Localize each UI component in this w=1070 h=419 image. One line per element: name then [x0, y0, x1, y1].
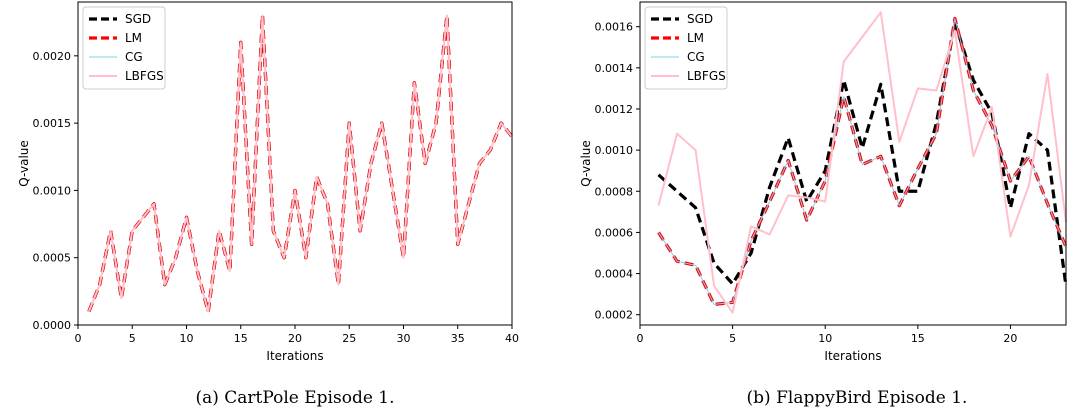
y-tick-label: 0.0008	[595, 185, 634, 198]
x-axis-label: Iterations	[824, 349, 881, 363]
y-tick-label: 0.0020	[33, 50, 72, 63]
y-tick-label: 0.0010	[595, 144, 634, 157]
y-tick-label: 0.0015	[33, 117, 72, 130]
x-tick-label: 20	[1003, 332, 1017, 345]
series-line-lbfgs	[657, 11, 1067, 314]
x-tick-label: 25	[342, 332, 356, 345]
legend-label-lm: LM	[125, 31, 142, 45]
x-tick-label: 0	[75, 332, 82, 345]
y-tick-label: 0.0010	[33, 184, 72, 197]
x-tick-label: 10	[818, 332, 832, 345]
legend-box	[82, 6, 166, 90]
y-tick-label: 0.0014	[595, 62, 634, 75]
chart-caption: (a) CartPole Episode 1.	[195, 388, 394, 408]
x-tick-label: 5	[129, 332, 136, 345]
x-tick-label: 20	[288, 332, 302, 345]
x-tick-label: 15	[234, 332, 248, 345]
y-axis-label: Q-value	[579, 140, 593, 187]
legend-label-cg: CG	[687, 50, 705, 64]
y-axis-label: Q-value	[17, 140, 31, 187]
chart-panel-flappybird: 0 5 10 15 20 0.0002 0.0004 0.0006 0.0008 0.0010 0.…	[579, 1, 1068, 408]
x-tick-label: 5	[729, 332, 736, 345]
legend-label-sgd: SGD	[687, 12, 713, 26]
x-tick-label: 10	[180, 332, 194, 345]
legend-label-sgd: SGD	[125, 12, 151, 26]
plot-frame	[639, 1, 1067, 326]
y-tick-label: 0.0004	[595, 268, 634, 281]
legend-label-lbfgs: LBFGS	[125, 69, 164, 83]
y-tick-label: 0.0006	[595, 226, 634, 239]
legend-label-lbfgs: LBFGS	[687, 69, 726, 83]
y-tick-label: 0.0012	[595, 103, 634, 116]
x-tick-label: 40	[505, 332, 519, 345]
x-tick-label: 0	[637, 332, 644, 345]
x-axis-label: Iterations	[266, 349, 323, 363]
y-tick-label: 0.0000	[33, 319, 72, 332]
y-tick-label: 0.0016	[595, 21, 634, 34]
legend-label-lm: LM	[687, 31, 704, 45]
x-tick-label: 35	[451, 332, 465, 345]
chart-panel-cartpole: 0 5 10 15 20 25 30 35 40 0.0000 0.0005 0.0010 0.0015…	[17, 1, 519, 408]
x-tick-label: 15	[911, 332, 925, 345]
chart-caption: (b) FlappyBird Episode 1.	[747, 388, 968, 408]
y-tick-label: 0.0005	[33, 252, 72, 265]
legend-box	[644, 6, 728, 90]
x-tick-label: 30	[397, 332, 411, 345]
y-tick-label: 0.0002	[595, 309, 634, 322]
legend-label-cg: CG	[125, 50, 143, 64]
series-line-lbfgs	[87, 14, 513, 313]
